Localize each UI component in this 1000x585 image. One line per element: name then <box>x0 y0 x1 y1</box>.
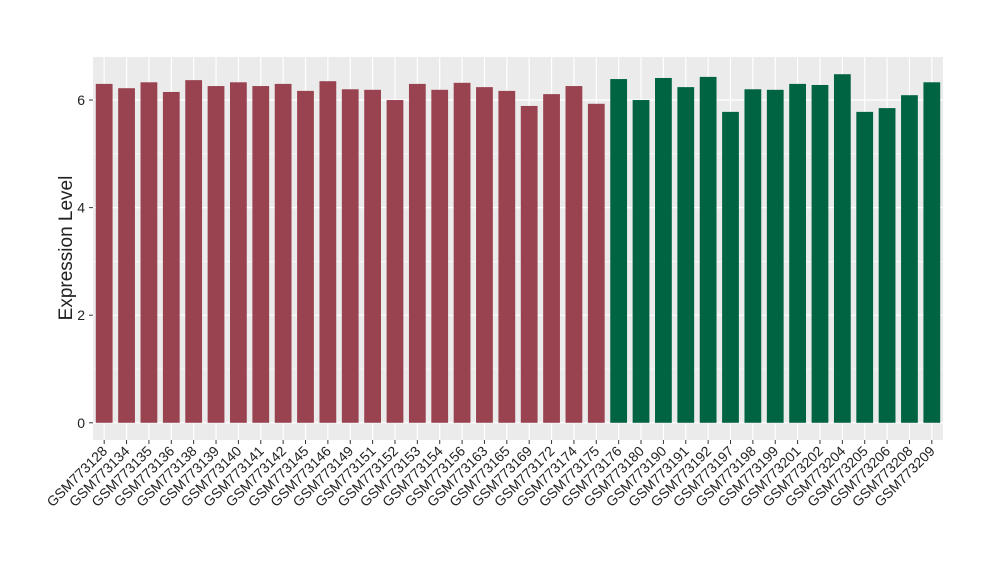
bar <box>95 83 113 423</box>
y-axis-label: Expression Level <box>56 176 77 321</box>
y-tick-label: 6 <box>77 92 85 108</box>
bar <box>297 90 314 423</box>
bar <box>431 89 449 423</box>
bar <box>901 95 918 423</box>
bar <box>610 79 628 423</box>
bar <box>565 86 583 423</box>
bar <box>789 83 806 423</box>
bar <box>453 82 471 423</box>
bar <box>722 111 739 423</box>
bar <box>833 74 851 423</box>
bar <box>185 80 203 423</box>
bar <box>364 89 381 423</box>
bar <box>498 90 516 423</box>
bar <box>252 86 270 423</box>
bar <box>587 103 605 423</box>
bar <box>811 84 829 423</box>
bar <box>140 82 158 423</box>
bar <box>766 89 784 423</box>
y-tick-label: 2 <box>77 307 85 323</box>
bar <box>230 82 247 423</box>
bar <box>699 76 717 423</box>
bar <box>319 81 337 423</box>
bar <box>520 105 538 423</box>
bar <box>677 87 695 423</box>
bar <box>162 91 180 423</box>
bar <box>408 83 426 423</box>
y-tick-label: 4 <box>77 200 85 216</box>
bar <box>744 89 762 423</box>
bar <box>543 94 560 423</box>
bar <box>386 100 404 423</box>
bar <box>878 108 896 423</box>
bar <box>118 88 135 423</box>
bar <box>856 111 874 423</box>
y-tick-label: 0 <box>77 415 85 431</box>
bar <box>207 86 225 423</box>
bar <box>923 82 941 423</box>
bar <box>341 89 359 423</box>
bar <box>655 77 672 423</box>
bar <box>274 83 292 423</box>
bar <box>632 100 650 423</box>
bar <box>476 87 493 423</box>
